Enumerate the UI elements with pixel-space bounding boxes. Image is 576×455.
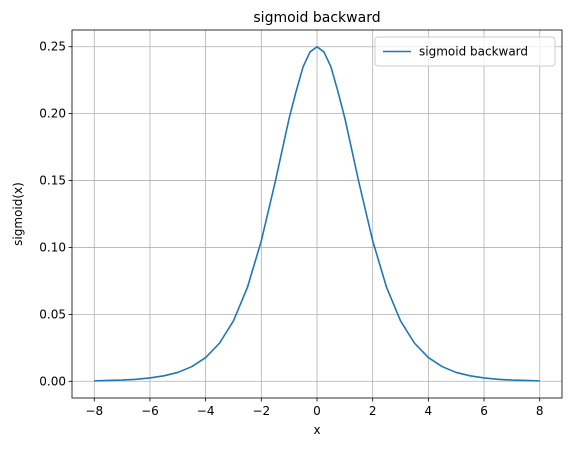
grid [72, 30, 562, 398]
y-tick-label: 0.20 [39, 107, 66, 121]
x-tick-label: −8 [85, 404, 103, 418]
y-tick-label: 0.10 [39, 240, 66, 254]
x-tick-label: 8 [536, 404, 544, 418]
legend: sigmoid backward [374, 36, 556, 67]
chart-title: sigmoid backward [253, 10, 380, 26]
x-tick-label: 4 [425, 404, 433, 418]
legend-box [374, 36, 556, 67]
x-tick-label: 2 [369, 404, 377, 418]
ticks: −8 −6 −4 −2 0 2 4 6 8 0.00 0.05 0.10 0.15 0.20 0.25 [39, 40, 543, 418]
x-axis-label: x [313, 423, 320, 437]
legend-entry-sigmoid-backward: sigmoid backward [419, 45, 528, 59]
y-tick-label: 0.25 [39, 40, 66, 54]
x-tick-label: −6 [141, 404, 159, 418]
series-layer [94, 45, 540, 382]
x-tick-label: 6 [480, 404, 488, 418]
y-tick-label: 0.05 [39, 307, 66, 321]
y-axis-label: sigmoid(x) [11, 182, 25, 246]
x-tick-label: 0 [313, 404, 321, 418]
x-tick-label: −2 [252, 404, 270, 418]
series-line-sigmoid-backward [94, 45, 540, 382]
x-tick-label: −4 [197, 404, 215, 418]
y-tick-label: 0.15 [39, 174, 66, 188]
y-tick-label: 0.00 [39, 374, 66, 388]
